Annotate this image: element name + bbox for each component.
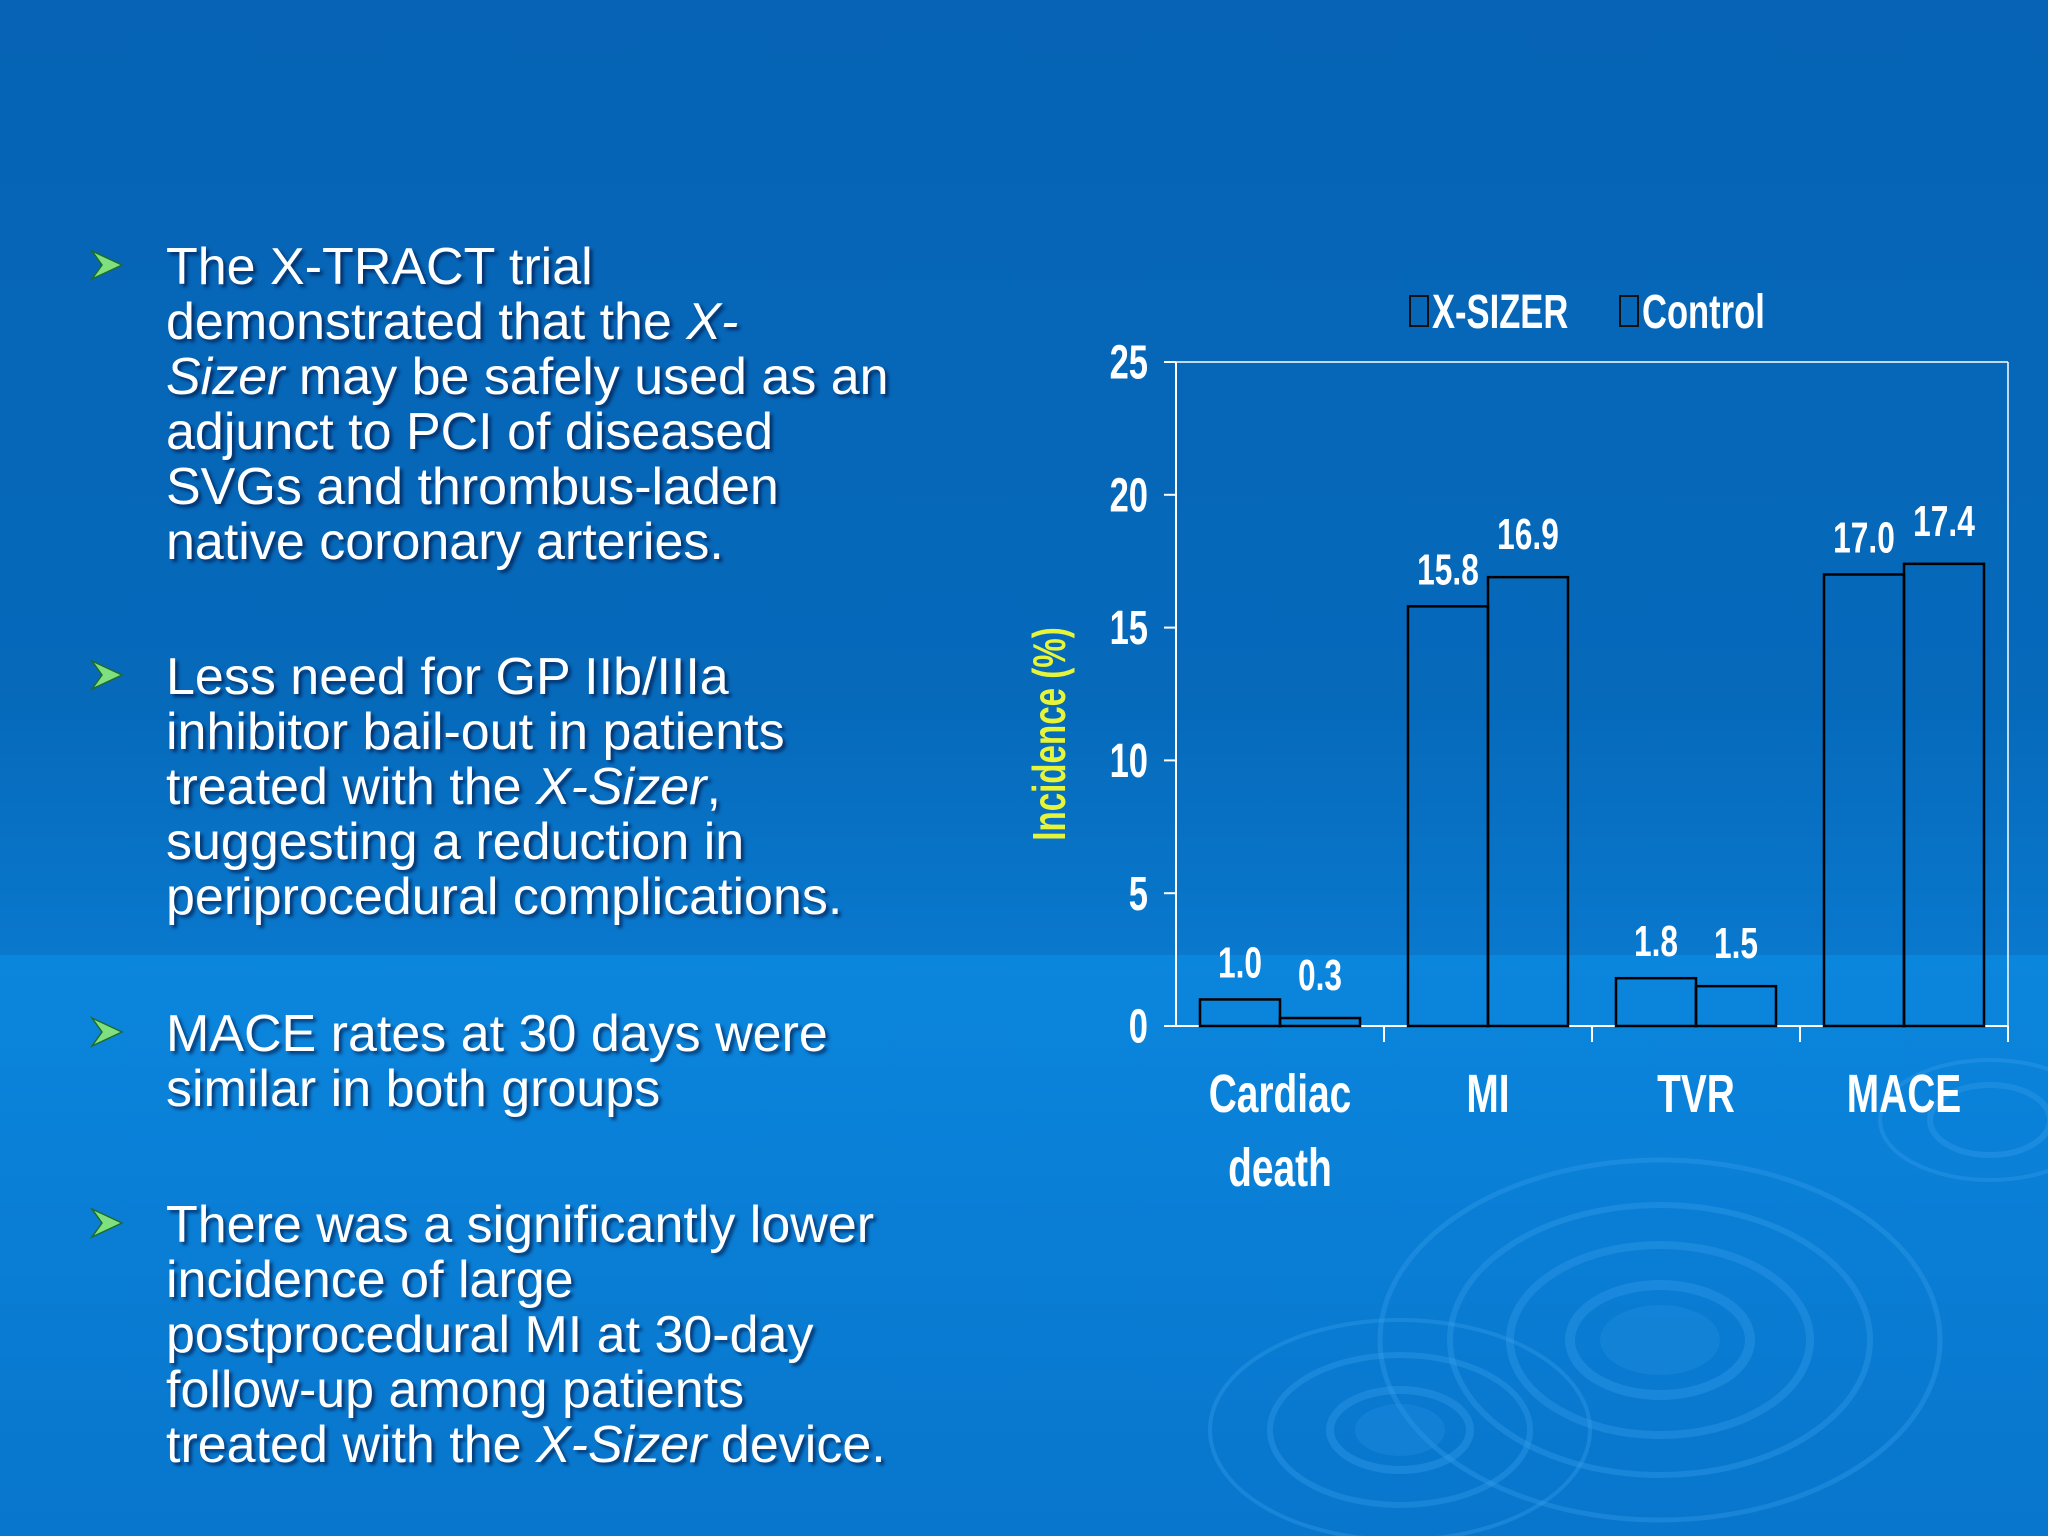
data-label: 17.0 [1833,513,1895,562]
bar-control [1694,984,1778,1028]
text-run: MACE rates at 30 days were [166,1005,828,1063]
y-tick-label: 25 [1110,335,1148,389]
bar-control [1902,562,1986,1028]
y-tick-label: 10 [1110,733,1148,787]
text-run: periprocedural complications. [166,868,843,926]
bullet-text-1: The X-TRACT trial demonstrated that the X… [166,240,1026,570]
bullet-text-2: Less need for GP IIb/IIIa inhibitor bail-… [166,650,1026,925]
data-label: 16.9 [1497,510,1559,559]
bar-x-sizer [1822,573,1906,1028]
data-label: 1.0 [1218,938,1262,987]
incidence-bar-chart: 0 5 10 15 20 25 Incidence (%) 1.0 15.8 1.8 17.0 0.3… [1025,284,2009,1198]
text-run: demonstrated that the [166,293,687,351]
bar-x-sizer [1614,976,1698,1028]
bar-x-sizer [1406,605,1490,1028]
bullet-text-4: There was a significantly lower incidence… [166,1198,1026,1473]
data-label: 15.8 [1417,545,1479,594]
text-run: follow-up among patients [166,1361,745,1419]
text-run: device. [706,1416,886,1474]
text-run: similar in both groups [166,1060,661,1118]
text-run: suggesting a reduction in [166,813,745,871]
italic-text: Sizer [166,348,285,406]
y-tick-label: 0 [1129,999,1148,1053]
y-axis-label: Incidence (%) [1025,627,1075,840]
y-tick-label: 20 [1110,468,1148,522]
x-tick-label: Cardiac [1209,1063,1352,1124]
arrow-bullet-icon [90,1016,124,1048]
text-run: native coronary arteries. [166,513,724,571]
text-run: There was a significantly lower [166,1196,875,1254]
x-tick-label: death [1228,1137,1332,1198]
text-run: adjunct to PCI of diseased [166,403,774,461]
x-tick-label: TVR [1657,1063,1735,1124]
italic-text: X- [686,293,739,351]
text-run: treated with the [166,758,536,816]
legend-entry: X-SIZER [1432,284,1568,338]
italic-text: X-Sizer [536,758,707,816]
background-band [0,955,2048,1536]
legend-swatch [1619,295,1639,327]
text-run: inhibitor bail-out in patients [166,703,785,761]
y-tick-label: 15 [1110,601,1148,655]
data-label: 17.4 [1913,497,1975,546]
bar-control [1278,1016,1362,1028]
arrow-bullet-icon [90,1207,124,1239]
text-run: SVGs and thrombus-laden [166,458,779,516]
bar-control [1486,575,1570,1028]
text-run: treated with the [166,1416,536,1474]
y-tick-label: 5 [1129,866,1148,920]
bar-x-sizer [1198,998,1282,1028]
data-label: 1.5 [1714,919,1758,968]
text-run: Less need for GP IIb/IIIa [166,648,729,706]
text-run: The X-TRACT trial [166,238,593,296]
bullet-text-3: MACE rates at 30 days were similar in bot… [166,1007,1026,1117]
arrow-bullet-icon [90,249,124,281]
legend-swatch [1409,295,1429,327]
arrow-bullet-icon [90,659,124,691]
text-run: incidence of large [166,1251,574,1309]
x-tick-label: MI [1466,1063,1509,1124]
text-run: may be safely used as an [284,348,889,406]
text-run: postprocedural MI at 30-day [166,1306,814,1364]
x-tick-label: MACE [1847,1063,1961,1124]
legend-entry: Control [1642,284,1765,338]
text-run: , [706,758,721,816]
data-label: 1.8 [1634,917,1678,966]
italic-text: X-Sizer [536,1416,707,1474]
data-label: 0.3 [1298,951,1342,1000]
